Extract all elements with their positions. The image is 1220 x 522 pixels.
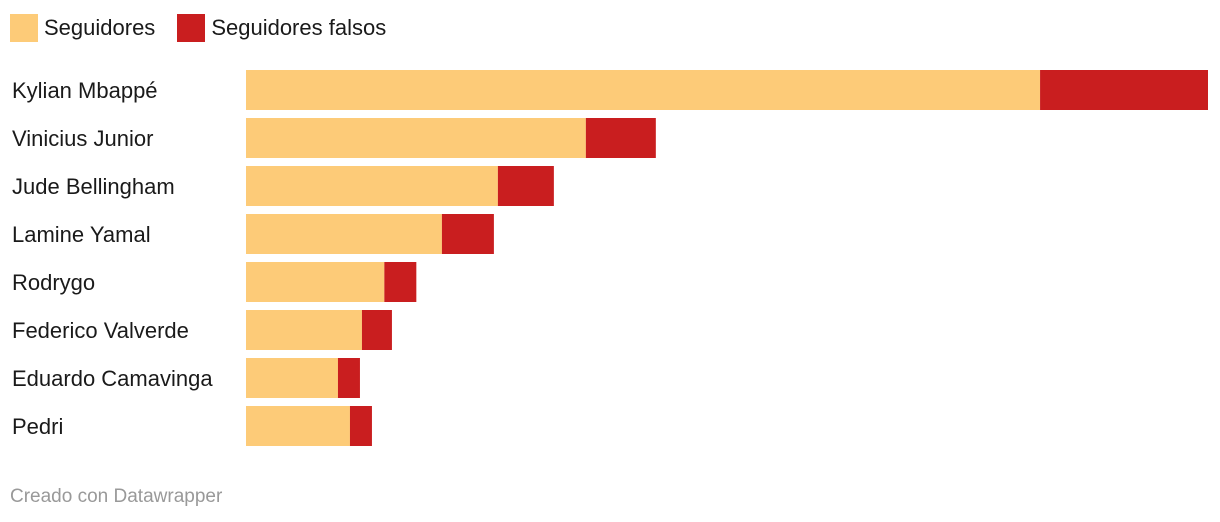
bar-seguidores-falsos [497, 166, 554, 206]
bar-seguidores [246, 262, 385, 302]
category-label: Lamine Yamal [12, 222, 151, 247]
legend-label-seguidores-falsos: Seguidores falsos [211, 15, 387, 40]
legend-swatch-seguidores-falsos [177, 14, 206, 42]
bar-seguidores [246, 406, 350, 446]
category-label: Pedri [12, 414, 63, 439]
bar-seguidores [246, 358, 338, 398]
bar-row-rodrygo: Rodrygo [12, 262, 417, 302]
category-label: Kylian Mbappé [12, 78, 158, 103]
bar-seguidores [246, 166, 498, 206]
legend-label-seguidores: Seguidores [44, 15, 156, 40]
category-label: Rodrygo [12, 270, 95, 295]
bar-seguidores-falsos [337, 358, 360, 398]
bar-row-pedri: Pedri [12, 406, 372, 446]
bar-row-eduardo-camavinga: Eduardo Camavinga [12, 358, 360, 398]
bar-seguidores-falsos [585, 118, 656, 158]
legend-swatch-seguidores [10, 14, 38, 42]
legend: Seguidores Seguidores falsos [10, 13, 408, 43]
bar-seguidores [246, 118, 586, 158]
bar-seguidores-falsos [1040, 70, 1208, 110]
stacked-bar-chart: Kylian Mbappé Vinicius Junior Jude Belling… [12, 70, 1208, 446]
category-label: Eduardo Camavinga [12, 366, 213, 391]
bar-seguidores-falsos [361, 310, 392, 350]
legend-item-seguidores: Seguidores [10, 13, 155, 43]
bar-seguidores [246, 310, 362, 350]
category-label: Jude Bellingham [12, 174, 175, 199]
bar-row-jude-bellingham: Jude Bellingham [12, 166, 554, 206]
bar-row-federico-valverde: Federico Valverde [12, 310, 392, 350]
category-label: Vinicius Junior [12, 126, 153, 151]
bar-seguidores [246, 214, 442, 254]
bar-row-kylian-mbappe: Kylian Mbappé [12, 70, 1208, 110]
footer-credit: Creado con Datawrapper [10, 486, 223, 507]
bar-seguidores-falsos [441, 214, 494, 254]
bar-seguidores-falsos [384, 262, 417, 302]
legend-item-seguidores-falsos: Seguidores falsos [177, 13, 386, 43]
bar-row-vinicius-junior: Vinicius Junior [12, 118, 656, 158]
category-label: Federico Valverde [12, 318, 189, 343]
bar-seguidores [246, 70, 1041, 110]
bar-row-lamine-yamal: Lamine Yamal [12, 214, 494, 254]
bar-seguidores-falsos [349, 406, 372, 446]
